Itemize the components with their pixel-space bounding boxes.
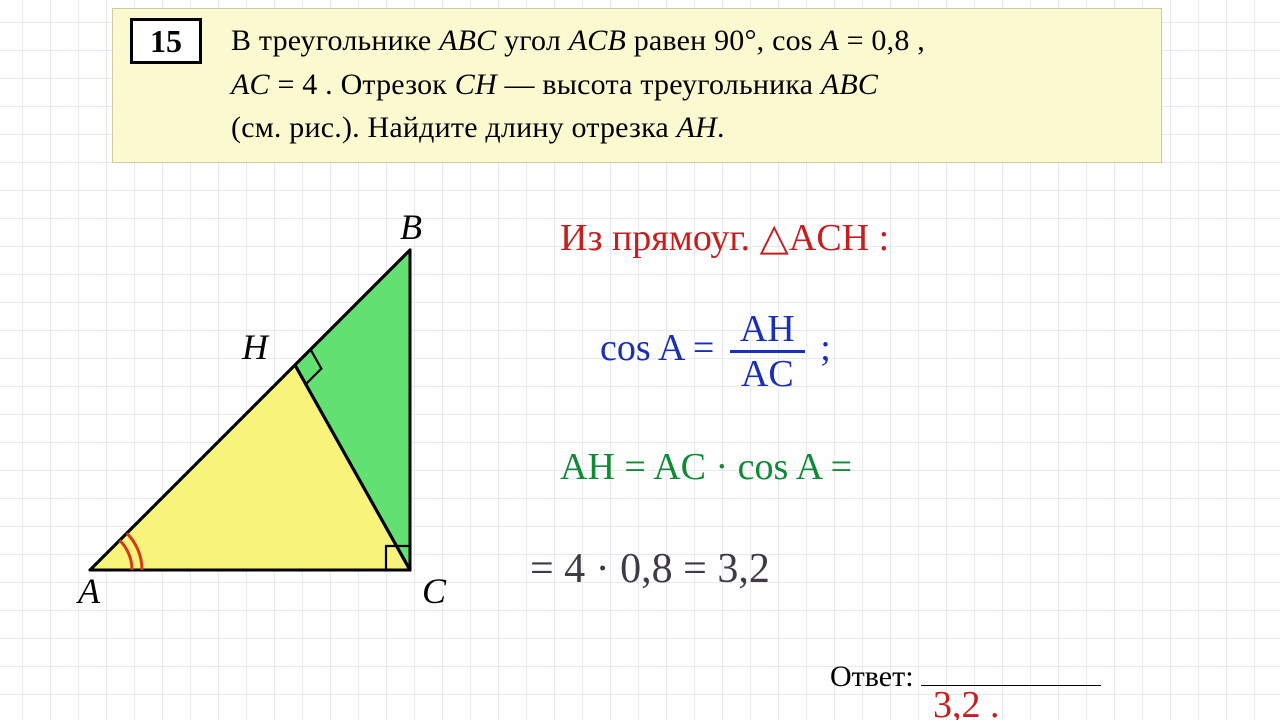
- text: = 4 . Отрезок: [270, 68, 455, 101]
- text: — высота треугольника: [497, 68, 821, 101]
- solution-step-3: AH = AC · cos A =: [560, 445, 852, 489]
- vertex-label-a: A: [78, 570, 100, 612]
- solution-step-1: Из прямоуг. △ACH :: [560, 215, 889, 260]
- answer-value: 3,2 .: [933, 683, 1000, 720]
- var-ch: CH: [455, 68, 497, 101]
- text: (см. рис.). Найдите длину отрезка: [231, 111, 677, 144]
- fraction-den: AC: [741, 353, 794, 393]
- diagram-svg: [50, 200, 510, 620]
- var-ac: AC: [231, 68, 270, 101]
- var-abc: ABC: [439, 24, 496, 57]
- text: В треугольнике: [231, 24, 439, 57]
- answer-label: Ответ:: [830, 660, 914, 693]
- var-a: A: [820, 24, 839, 57]
- vertex-label-c: C: [422, 570, 446, 612]
- var-abc2: ABC: [821, 68, 878, 101]
- fraction-ah-over-ac: AHAC: [730, 310, 805, 393]
- var-ah: AH: [677, 111, 717, 144]
- text: равен 90°, cos: [626, 24, 820, 57]
- text: .: [717, 111, 725, 144]
- problem-statement: В треугольнике ABC угол ACB равен 90°, c…: [112, 8, 1162, 163]
- answer-underline: 3,2 .: [921, 683, 1101, 686]
- text: угол: [496, 24, 568, 57]
- vertex-label-b: B: [400, 206, 422, 248]
- fraction-num: AH: [730, 310, 805, 353]
- vertex-label-h: H: [242, 326, 268, 368]
- var-acb: ACB: [569, 24, 626, 57]
- eq: =: [683, 327, 723, 369]
- problem-number: 15: [130, 18, 202, 64]
- answer-row: Ответ: 3,2 .: [830, 660, 1101, 694]
- text: = 0,8 ,: [839, 24, 925, 57]
- triangle-diagram: A B C H: [50, 200, 510, 620]
- semicolon: ;: [811, 327, 831, 369]
- solution-step-4: = 4 · 0,8 = 3,2: [530, 545, 770, 593]
- solution-step-2: cos A = AHAC ;: [600, 310, 831, 393]
- cos-a: cos A: [600, 327, 683, 369]
